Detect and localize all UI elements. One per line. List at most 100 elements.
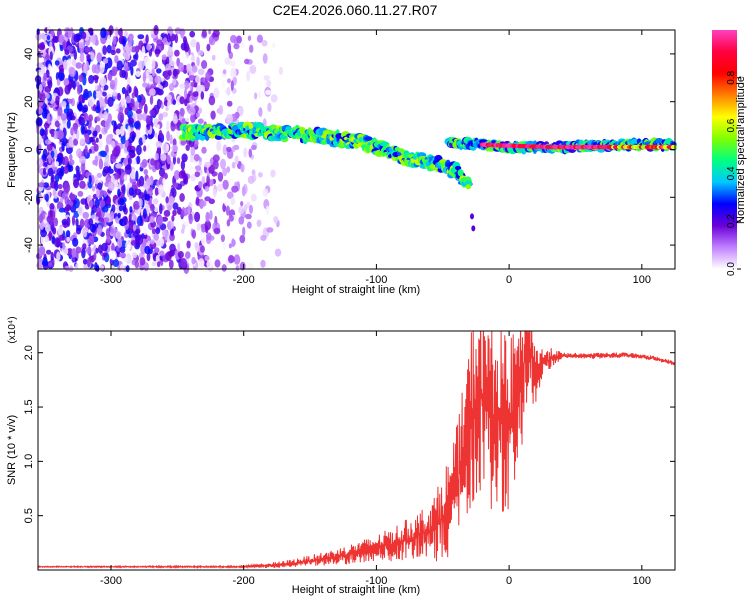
y-tick-label: 40 [23, 48, 35, 60]
noise-blob [47, 167, 54, 177]
noise-blob [117, 188, 121, 198]
noise-blob [227, 177, 234, 185]
noise-blob [213, 227, 221, 235]
noise-blob [196, 223, 201, 231]
noise-blob [156, 215, 164, 226]
noise-blob [197, 181, 203, 189]
y-tick-label: 20 [23, 96, 35, 108]
noise-blob [88, 148, 92, 154]
noise-blob [75, 263, 79, 270]
noise-blob [112, 90, 117, 97]
band-blob [670, 144, 677, 150]
noise-blob [42, 148, 48, 159]
x-tick-label: -300 [100, 575, 122, 587]
noise-blob [106, 235, 111, 243]
noise-blob [143, 169, 148, 175]
noise-blob [162, 177, 166, 186]
noise-blob [212, 29, 220, 38]
noise-blob [218, 104, 224, 116]
noise-blob [63, 182, 71, 193]
noise-blob [61, 218, 69, 225]
noise-blob [131, 92, 135, 99]
noise-blob [246, 221, 252, 229]
noise-blob [98, 140, 103, 148]
noise-blob [129, 222, 133, 233]
noise-blob [172, 78, 177, 86]
noise-blob [149, 88, 156, 96]
noise-blob [128, 187, 135, 196]
noise-blob [214, 259, 221, 268]
noise-blob [267, 102, 272, 113]
noise-blob [86, 246, 92, 255]
noise-blob [72, 80, 76, 91]
noise-blob [42, 167, 47, 176]
colorbar-tick-label: 0.6 [726, 118, 737, 132]
tail-point [470, 213, 474, 220]
noise-blob [262, 188, 269, 198]
noise-blob [188, 214, 193, 225]
noise-blob [143, 56, 150, 67]
noise-blob [253, 92, 258, 100]
noise-blob [116, 60, 124, 71]
noise-blob [247, 175, 255, 184]
noise-blob [174, 33, 179, 44]
noise-blob [226, 191, 234, 199]
noise-blob [207, 246, 213, 256]
snr-scale-label: (x10⁴) [7, 316, 18, 343]
noise-blob [167, 69, 172, 77]
noise-blob [57, 106, 63, 117]
spectrogram-signal [178, 121, 678, 232]
noise-blob [98, 97, 105, 107]
noise-blob [204, 196, 211, 202]
noise-blob [46, 35, 51, 41]
noise-blob [192, 91, 199, 97]
noise-blob [79, 155, 86, 165]
noise-blob [101, 206, 109, 213]
noise-blob [84, 133, 90, 144]
noise-blob [107, 96, 114, 107]
noise-blob [164, 230, 168, 241]
noise-blob [54, 161, 59, 167]
noise-blob [112, 35, 117, 46]
noise-blob [123, 174, 128, 181]
noise-blob [274, 248, 282, 257]
noise-blob [154, 160, 161, 171]
noise-blob [68, 167, 72, 173]
noise-blob [79, 138, 85, 145]
noise-blob [82, 92, 89, 99]
noise-blob [60, 165, 65, 177]
noise-blob [81, 247, 86, 259]
noise-blob [123, 158, 128, 167]
noise-blob [231, 185, 239, 193]
noise-blob [198, 258, 205, 268]
noise-blob [68, 159, 75, 166]
noise-blob [180, 210, 185, 218]
noise-blob [265, 89, 272, 95]
noise-blob [198, 84, 206, 93]
tail-point [471, 225, 476, 232]
noise-blob [162, 37, 168, 45]
noise-blob [106, 44, 112, 54]
noise-blob [180, 160, 186, 171]
signal-blob [364, 136, 373, 141]
noise-blob [167, 223, 171, 231]
noise-blob [38, 84, 43, 93]
noise-blob [58, 72, 65, 81]
noise-blob [193, 154, 200, 162]
noise-blob [179, 96, 185, 105]
noise-blob [180, 169, 186, 177]
noise-blob [56, 77, 61, 86]
noise-blob [222, 167, 228, 177]
noise-blob [47, 113, 51, 124]
noise-blob [54, 66, 60, 74]
noise-blob [241, 185, 246, 197]
noise-blob [145, 193, 150, 201]
noise-blob [94, 155, 98, 167]
noise-blob [240, 163, 245, 173]
noise-blob [204, 255, 210, 262]
noise-blob [228, 255, 235, 263]
noise-blob [114, 172, 120, 180]
noise-blob [117, 92, 121, 101]
noise-blob [199, 200, 207, 207]
noise-blob [71, 215, 76, 226]
